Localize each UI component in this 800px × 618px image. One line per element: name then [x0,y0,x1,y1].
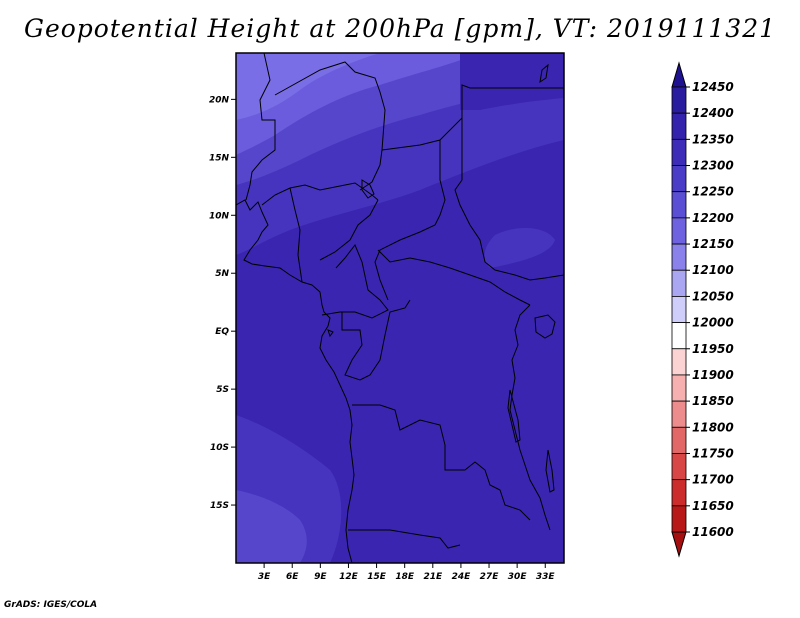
colorbar-level-label: 12250 [692,185,734,199]
colorbar-swatch [671,348,687,376]
lat-tick-label: 10S [210,443,229,453]
colorbar-level-label: 12350 [692,132,734,146]
contour-band-north-4 [236,53,380,120]
country-borders [236,53,564,563]
colorbar-level-label: 12000 [692,316,734,330]
colorbar-level-label: 12200 [692,211,734,225]
colorbar-swatch [671,243,687,271]
colorbar-level-label: 11700 [692,473,734,487]
drc-angola-border [352,404,531,521]
colorbar-swatch [671,112,687,140]
lake-tanganyika [507,389,521,443]
contour-patch-east [484,228,555,268]
lon-tick-label: 30E [508,572,528,582]
colorbar-level-label: 11750 [692,446,734,460]
lat-tick-label: EQ [215,327,229,337]
longitude-axis: 3E 6E 9E 12E 15E 18E 21E 24E 27E 30E 33E [258,563,556,582]
height-field [236,53,564,563]
colorbar-level-label: 12050 [692,289,734,303]
sudan-border [454,118,564,281]
latitude-axis: 20N 15N 10N 5N EQ 5S 10S 15S [209,95,236,511]
colorbar-swatch [671,269,687,297]
lon-tick-label: 9E [314,572,327,582]
colorbar-swatch [671,426,687,454]
lon-tick-label: 3E [258,572,271,582]
colorbar-level-label: 12300 [692,159,734,173]
colorbar-swatch [671,165,687,193]
colorbar-swatch [671,322,687,350]
cameroon-border [321,244,389,319]
lon-tick-label: 15E [367,572,387,582]
congo-border [341,299,411,381]
colorbar-level-label: 11650 [692,499,734,513]
colorbar-level-label: 12100 [692,263,734,277]
lat-tick-label: 15S [210,501,229,511]
lake-victoria [534,314,556,339]
colorbar-swatch [671,217,687,245]
lon-tick-label: 18E [395,572,415,582]
coast-islands [327,63,549,338]
colorbar-swatch [671,400,687,428]
colorbar-swatch [671,296,687,323]
map-frame [235,52,565,564]
lat-tick-label: 10N [209,211,230,221]
lon-tick-label: 27E [480,572,500,582]
colorbar: 12450 12400 12350 12300 12250 12200 12150 12100… [671,61,734,558]
contour-band-northeast [460,53,564,110]
east-border [509,304,551,531]
colorbar-swatch [671,86,687,114]
colorbar-level-label: 12450 [692,80,734,94]
lat-tick-label: 20N [209,95,230,105]
colorbar-swatch [671,138,687,166]
car-border [377,249,531,306]
lake-malawi [545,449,555,493]
lon-tick-label: 6E [286,572,299,582]
colorbar-level-label: 12150 [692,237,734,251]
colorbar-level-label: 11600 [692,525,734,539]
colorbar-swatch [671,453,687,481]
colorbar-swatch [671,374,687,402]
lake-chad [361,179,375,199]
lat-tick-label: 5S [216,385,229,395]
colorbar-swatch [671,479,687,507]
nigeria-border [289,187,379,283]
lon-tick-label: 12E [339,572,359,582]
colorbar-level-label: 11850 [692,394,734,408]
algeria-niger-border [274,61,386,191]
colorbar-swatch [671,191,687,219]
lat-tick-label: 5N [215,269,229,279]
lon-tick-label: 24E [452,572,472,582]
contour-band-southwest-2 [236,490,307,563]
west-africa-coastline [236,199,355,563]
lon-tick-label: 33E [536,572,556,582]
lon-tick-label: 21E [423,572,443,582]
colorbar-level-label: 12400 [692,106,734,120]
colorbar-level-label: 11900 [692,368,734,382]
grads-credit: GrADS: IGES/COLA [4,600,98,610]
sahel-border [261,182,379,206]
sahara-borders [245,53,276,201]
colorbar-level-label: 11950 [692,342,734,356]
colorbar-top-arrow [671,61,687,88]
colorbar-swatch [671,505,687,533]
colorbar-bottom-arrow [671,531,687,558]
map-title: Geopotential Height at 200hPa [gpm], VT:… [23,14,777,43]
angola-namibia-border [348,529,461,549]
lat-tick-label: 15N [209,153,230,163]
colorbar-level-label: 11800 [692,420,734,434]
